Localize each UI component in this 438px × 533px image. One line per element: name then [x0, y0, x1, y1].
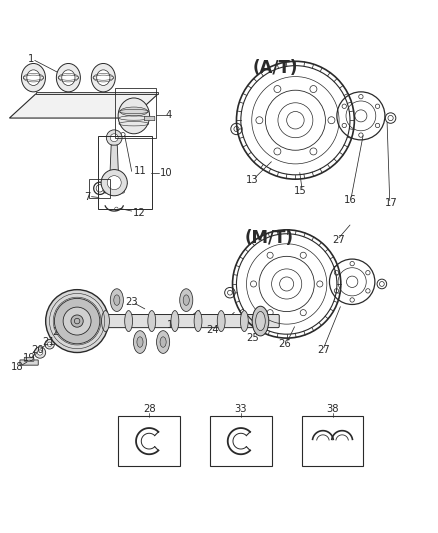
Ellipse shape	[120, 107, 148, 116]
Ellipse shape	[118, 98, 150, 134]
Text: 17: 17	[385, 198, 398, 208]
Ellipse shape	[91, 63, 115, 92]
Circle shape	[47, 342, 52, 346]
Text: 12: 12	[133, 208, 145, 218]
Text: (M/T): (M/T)	[245, 229, 294, 247]
Circle shape	[101, 169, 127, 196]
Circle shape	[63, 307, 91, 335]
FancyBboxPatch shape	[102, 314, 279, 328]
Ellipse shape	[171, 311, 179, 332]
Circle shape	[37, 350, 42, 355]
Text: 20: 20	[32, 345, 44, 356]
Text: (A/T): (A/T)	[253, 59, 298, 77]
Circle shape	[106, 130, 122, 146]
Text: 1: 1	[28, 54, 35, 64]
Text: 25: 25	[247, 333, 259, 343]
Text: 13: 13	[245, 175, 258, 185]
Text: 27: 27	[333, 235, 346, 245]
Ellipse shape	[102, 311, 110, 332]
Ellipse shape	[217, 311, 225, 332]
Circle shape	[45, 340, 54, 349]
Text: 4: 4	[166, 110, 172, 119]
Circle shape	[58, 319, 76, 336]
Text: 38: 38	[326, 404, 339, 414]
Text: 13: 13	[167, 320, 180, 330]
Text: 27: 27	[318, 345, 330, 356]
Circle shape	[46, 289, 109, 352]
Circle shape	[110, 134, 118, 142]
Ellipse shape	[134, 330, 147, 353]
Text: 18: 18	[11, 362, 24, 372]
Ellipse shape	[180, 289, 193, 311]
Ellipse shape	[148, 311, 155, 332]
Ellipse shape	[194, 311, 202, 332]
Text: 28: 28	[143, 404, 155, 414]
Circle shape	[71, 315, 83, 327]
Circle shape	[34, 347, 46, 358]
Circle shape	[107, 176, 121, 190]
Text: 23: 23	[125, 297, 138, 308]
Text: 16: 16	[343, 195, 357, 205]
Ellipse shape	[240, 311, 248, 332]
Ellipse shape	[137, 337, 143, 348]
Ellipse shape	[114, 295, 120, 305]
Text: 22: 22	[53, 327, 65, 337]
Ellipse shape	[160, 337, 166, 348]
Text: 10: 10	[160, 168, 173, 177]
Ellipse shape	[125, 311, 133, 332]
Polygon shape	[110, 145, 119, 177]
Text: 15: 15	[293, 187, 306, 196]
Ellipse shape	[55, 331, 63, 342]
Ellipse shape	[256, 311, 265, 330]
Text: 19: 19	[23, 353, 35, 363]
FancyBboxPatch shape	[24, 357, 34, 361]
Ellipse shape	[252, 306, 269, 336]
Polygon shape	[35, 92, 158, 94]
Ellipse shape	[156, 330, 170, 353]
Ellipse shape	[110, 289, 124, 311]
FancyBboxPatch shape	[145, 116, 155, 120]
Ellipse shape	[57, 334, 61, 339]
Text: 24: 24	[206, 325, 219, 335]
FancyBboxPatch shape	[96, 316, 107, 326]
Ellipse shape	[57, 63, 81, 92]
Ellipse shape	[259, 311, 267, 332]
Text: 7: 7	[84, 192, 90, 201]
Text: 21: 21	[42, 337, 55, 348]
Text: 26: 26	[278, 339, 291, 349]
Polygon shape	[10, 94, 158, 118]
Ellipse shape	[21, 63, 46, 92]
Ellipse shape	[62, 70, 75, 85]
Circle shape	[54, 298, 100, 344]
Ellipse shape	[97, 70, 110, 85]
Ellipse shape	[183, 295, 189, 305]
Ellipse shape	[27, 70, 40, 85]
FancyBboxPatch shape	[20, 360, 38, 365]
Text: 11: 11	[134, 166, 147, 176]
Circle shape	[63, 323, 71, 332]
Text: 33: 33	[235, 404, 247, 414]
